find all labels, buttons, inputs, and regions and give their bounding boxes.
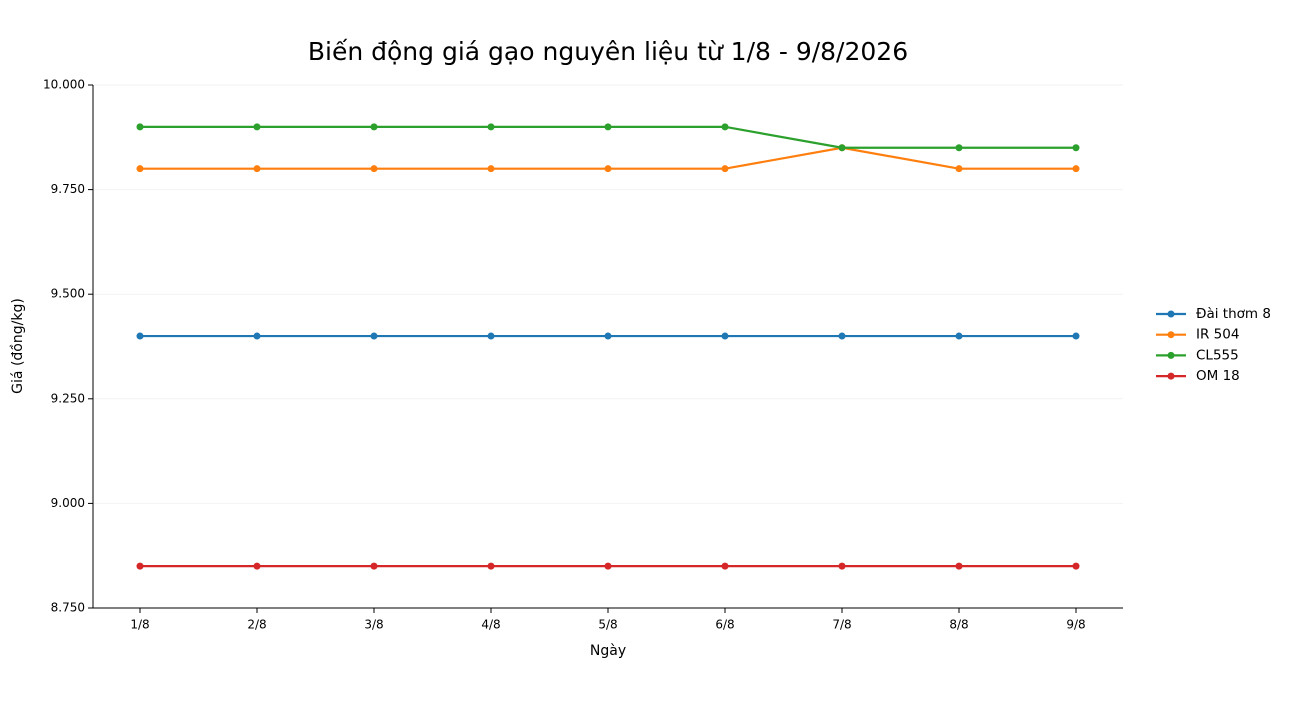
data-point (253, 165, 261, 173)
x-tick-label: 4/8 (481, 618, 500, 632)
data-point (955, 562, 963, 570)
y-tick-label: 9.250 (51, 391, 85, 405)
legend-label: CL555 (1196, 347, 1239, 363)
x-tick-label: 3/8 (364, 618, 383, 632)
data-point (955, 144, 963, 152)
legend-marker (1167, 372, 1175, 380)
data-point (487, 562, 495, 570)
x-axis-label: Ngày (590, 643, 626, 659)
x-tick-label: 2/8 (247, 618, 266, 632)
data-point (253, 123, 261, 131)
legend-label: Đài thơm 8 (1196, 306, 1271, 322)
data-point (1072, 562, 1080, 570)
data-point (253, 332, 261, 340)
data-point (487, 123, 495, 131)
data-point (721, 165, 729, 173)
x-tick-label: 7/8 (832, 618, 851, 632)
data-point (604, 165, 612, 173)
y-tick-label: 9.000 (51, 496, 85, 510)
data-point (487, 165, 495, 173)
data-point (604, 123, 612, 131)
data-point (370, 123, 378, 131)
legend-label: OM 18 (1196, 368, 1240, 384)
data-point (370, 562, 378, 570)
data-point (838, 144, 846, 152)
y-tick-label: 9.750 (51, 182, 85, 196)
data-point (136, 332, 144, 340)
data-point (721, 562, 729, 570)
x-tick-label: 9/8 (1066, 618, 1085, 632)
data-point (370, 165, 378, 173)
legend-marker (1167, 351, 1175, 359)
legend-marker (1167, 310, 1175, 318)
y-axis-label: Giá (đồng/kg) (9, 298, 26, 394)
data-point (1072, 144, 1080, 152)
data-point (1072, 165, 1080, 173)
data-point (955, 332, 963, 340)
data-point (604, 332, 612, 340)
legend-marker (1167, 331, 1175, 339)
x-tick-label: 5/8 (598, 618, 617, 632)
y-tick-label: 8.750 (51, 601, 85, 615)
x-tick-label: 8/8 (949, 618, 968, 632)
data-point (721, 123, 729, 131)
chart-title: Biến động giá gạo nguyên liệu từ 1/8 - 9… (308, 37, 908, 66)
data-point (955, 165, 963, 173)
data-point (838, 562, 846, 570)
data-point (721, 332, 729, 340)
y-tick-label: 9.500 (51, 287, 85, 301)
legend-label: IR 504 (1196, 327, 1239, 343)
x-tick-label: 1/8 (130, 618, 149, 632)
data-point (136, 165, 144, 173)
data-point (1072, 332, 1080, 340)
data-point (838, 332, 846, 340)
data-point (487, 332, 495, 340)
data-point (136, 562, 144, 570)
data-point (370, 332, 378, 340)
data-point (253, 562, 261, 570)
data-point (604, 562, 612, 570)
data-point (136, 123, 144, 131)
x-tick-label: 6/8 (715, 618, 734, 632)
y-tick-label: 10.000 (43, 78, 85, 92)
